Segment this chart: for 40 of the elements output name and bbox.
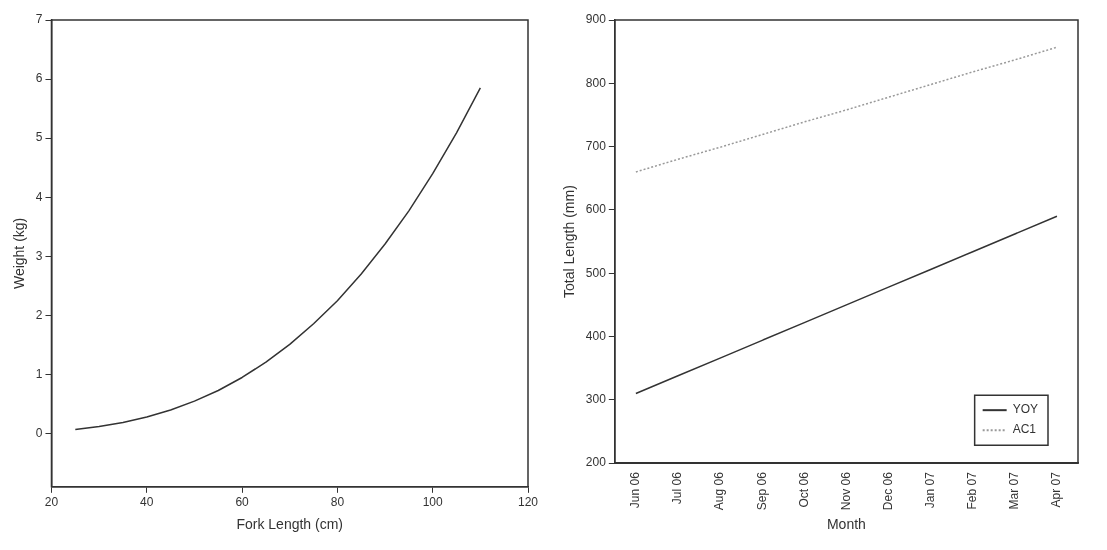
x-tick-label: Jul 06 bbox=[670, 471, 685, 505]
x-tick-label: 20 bbox=[44, 495, 59, 510]
legend-label: AC1 bbox=[1012, 422, 1037, 437]
x-tick-label: 120 bbox=[517, 495, 539, 510]
x-tick-label: Sep 06 bbox=[754, 471, 769, 511]
x-tick-label: Dec 06 bbox=[880, 471, 895, 511]
x-tick-label: 40 bbox=[140, 495, 154, 510]
y-tick-label: 2 bbox=[35, 307, 43, 322]
x-tick-label: Jan 07 bbox=[922, 471, 937, 509]
y-tick-label: 600 bbox=[585, 202, 607, 217]
x-axis-title: Month bbox=[826, 516, 866, 533]
y-tick-label: 800 bbox=[585, 75, 607, 90]
x-tick-label: 100 bbox=[422, 495, 444, 510]
y-tick-label: 200 bbox=[585, 455, 607, 470]
y-tick-label: 700 bbox=[585, 138, 607, 153]
y-tick-label: 4 bbox=[35, 189, 43, 204]
y-tick-label: 400 bbox=[585, 328, 607, 343]
y-axis-title: Weight (kg) bbox=[11, 217, 28, 290]
x-tick-label: Aug 06 bbox=[712, 471, 727, 511]
x-tick-label: Jun 06 bbox=[628, 471, 643, 509]
x-tick-label: Nov 06 bbox=[838, 471, 853, 511]
y-tick-label: 900 bbox=[585, 12, 607, 27]
y-tick-label: 3 bbox=[35, 248, 43, 263]
x-tick-label: 80 bbox=[330, 495, 345, 510]
x-tick-label: 60 bbox=[235, 495, 250, 510]
x-tick-label: Feb 07 bbox=[965, 471, 980, 510]
y-tick-label: 500 bbox=[585, 265, 607, 280]
legend-label: YOY bbox=[1012, 402, 1038, 417]
y-tick-label: 300 bbox=[585, 392, 607, 407]
y-tick-label: 0 bbox=[35, 425, 43, 440]
x-tick-label: Mar 07 bbox=[1007, 471, 1022, 510]
x-tick-label: Oct 06 bbox=[796, 471, 811, 508]
y-tick-label: 7 bbox=[35, 12, 43, 27]
x-tick-label: Apr 07 bbox=[1049, 471, 1064, 508]
y-tick-label: 5 bbox=[35, 130, 43, 145]
line-series bbox=[635, 46, 1058, 173]
x-axis-title: Fork Length (cm) bbox=[236, 516, 344, 533]
y-tick-label: 6 bbox=[35, 71, 43, 86]
y-axis-title: Total Length (mm) bbox=[561, 185, 578, 298]
y-tick-label: 1 bbox=[35, 366, 43, 381]
